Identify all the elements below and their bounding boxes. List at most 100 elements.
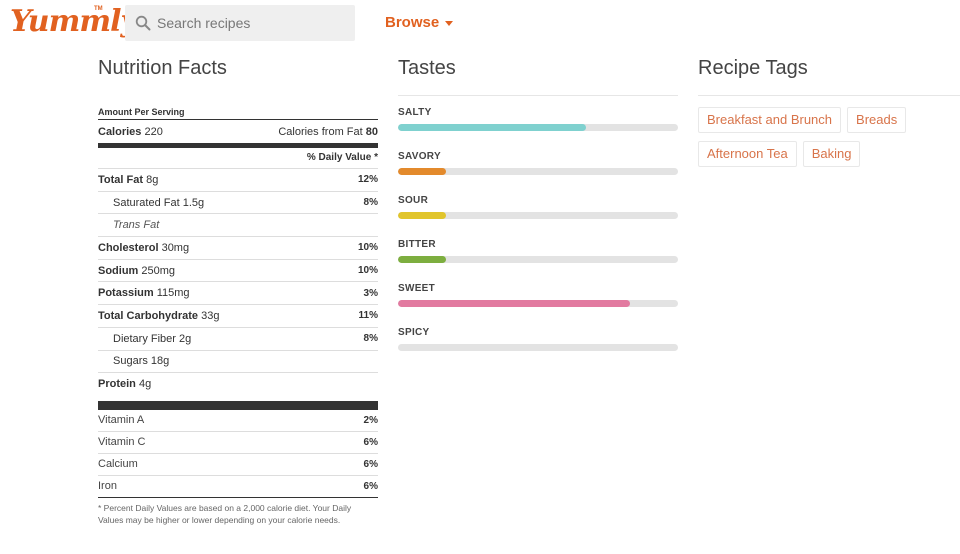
tastes-panel: SALTY SAVORY SOUR BITTER SWEET SPICY <box>398 106 678 370</box>
vitamin-daily-value: 6% <box>363 480 378 492</box>
nutrient-amount: 115mg <box>153 287 190 300</box>
nutrient-label: Potassium 115mg <box>98 287 190 299</box>
taste-meter-track <box>398 168 678 175</box>
nutrient-rows: Total Fat 8g 12% Saturated Fat 1.5g 8% Trans… <box>98 168 378 395</box>
tastes-divider <box>398 95 678 96</box>
nutrient-name: Dietary Fiber <box>113 332 176 345</box>
taste-label: SOUR <box>398 195 429 206</box>
taste-meter-fill <box>398 168 446 175</box>
logo-trademark: TM <box>94 6 103 12</box>
nutrient-amount: 30mg <box>158 241 190 254</box>
taste-bitter: BITTER <box>398 238 678 282</box>
vitamin-label: Calcium <box>98 458 138 471</box>
calories: Calories 220 <box>98 126 163 138</box>
taste-meter-fill <box>398 124 586 131</box>
taste-meter-track <box>398 344 678 351</box>
yummly-logo[interactable]: Yummly TM <box>10 4 138 40</box>
calories-label: Calories <box>98 125 142 138</box>
caret-down-icon <box>445 20 454 26</box>
nutrient-row: Total Fat 8g 12% <box>98 168 378 191</box>
nutrient-label: Protein 4g <box>98 378 151 390</box>
taste-spicy: SPICY <box>398 326 678 370</box>
recipe-tag[interactable]: Breakfast and Brunch <box>698 107 842 133</box>
nutrient-amount: 33g <box>198 309 220 322</box>
taste-meter-track <box>398 300 678 307</box>
nutrition-facts-title: Nutrition Facts <box>98 57 227 79</box>
nutrient-daily-value: 10% <box>357 265 378 277</box>
divider <box>98 119 378 120</box>
nutrient-amount: 250mg <box>138 264 176 277</box>
nutrient-row: Potassium 115mg 3% <box>98 281 378 304</box>
nutrient-name: Sugars <box>113 355 148 368</box>
nutrient-name: Total Fat <box>98 173 144 186</box>
calories-from-fat-label: Calories from Fat <box>278 125 363 138</box>
taste-label: SAVORY <box>398 151 441 162</box>
search-icon <box>135 15 151 31</box>
recipe-tag[interactable]: Baking <box>802 141 861 167</box>
taste-sour: SOUR <box>398 194 678 238</box>
taste-meter-track <box>398 256 678 263</box>
nutrient-daily-value: 3% <box>363 287 378 299</box>
vitamin-row: Calcium 6% <box>98 454 378 476</box>
nutrient-amount: 8g <box>143 173 159 186</box>
nutrient-name: Saturated Fat <box>113 196 180 209</box>
nutrient-daily-value: 8% <box>363 333 378 345</box>
vitamin-daily-value: 6% <box>363 458 378 470</box>
nutrient-row: Saturated Fat 1.5g 8% <box>98 190 378 214</box>
recipe-tags-title: Recipe Tags <box>698 57 808 79</box>
nutrition-facts-panel: Amount Per Serving Calories 220 Calories… <box>98 106 378 526</box>
daily-value-header: % Daily Value * <box>306 152 378 163</box>
search-input[interactable] <box>157 15 347 31</box>
taste-meter-track <box>398 212 678 219</box>
vitamin-label: Iron <box>98 480 117 493</box>
nutrient-amount: 18g <box>147 355 170 368</box>
nutrient-label: Dietary Fiber 2g <box>98 333 191 345</box>
nutrient-label: Trans Fat <box>98 219 159 231</box>
search-box[interactable] <box>125 5 355 41</box>
taste-meter-fill <box>398 212 446 219</box>
calories-row: Calories 220 Calories from Fat 80 <box>98 120 378 143</box>
recipe-tag[interactable]: Afternoon Tea <box>698 141 797 167</box>
recipe-tag[interactable]: Breads <box>847 107 907 133</box>
nutrient-name: Cholesterol <box>98 241 159 254</box>
nutrient-label: Total Carbohydrate 33g <box>98 310 219 322</box>
nutrient-name: Potassium <box>98 287 154 300</box>
calories-from-fat-value: 80 <box>365 125 378 138</box>
vitamin-label: Vitamin C <box>98 436 146 449</box>
taste-meter-fill <box>398 300 631 307</box>
tastes-title: Tastes <box>398 57 456 79</box>
daily-value-footnote: * Percent Daily Values are based on a 2,… <box>98 502 352 525</box>
logo-text: Yummly <box>10 4 138 39</box>
vitamin-rows: Vitamin A 2% Vitamin C 6% Calcium 6% Iron 6% <box>98 410 378 498</box>
nutrient-row: Protein 4g <box>98 372 378 395</box>
vitamin-row: Vitamin C 6% <box>98 432 378 454</box>
nutrient-row: Cholesterol 30mg 10% <box>98 236 378 259</box>
taste-savory: SAVORY <box>398 150 678 194</box>
nutrient-daily-value: 8% <box>363 197 378 209</box>
nutrient-daily-value: 11% <box>358 310 378 322</box>
thick-divider <box>98 143 378 148</box>
nutrient-label: Saturated Fat 1.5g <box>98 197 204 209</box>
nutrient-amount: 1.5g <box>179 196 205 209</box>
nutrient-row: Total Carbohydrate 33g 11% <box>98 304 378 327</box>
taste-label: SALTY <box>398 107 432 118</box>
taste-salty: SALTY <box>398 106 678 150</box>
nutrient-label: Cholesterol 30mg <box>98 242 189 254</box>
vitamin-row: Vitamin A 2% <box>98 410 378 432</box>
nutrient-label: Sodium 250mg <box>98 265 175 277</box>
taste-label: SWEET <box>398 283 436 294</box>
browse-label: Browse <box>385 14 440 31</box>
vitamin-label: Vitamin A <box>98 414 145 427</box>
taste-label: SPICY <box>398 327 430 338</box>
vitamins-divider <box>98 400 378 410</box>
nutrient-label: Total Fat 8g <box>98 174 158 186</box>
calories-from-fat: Calories from Fat 80 <box>278 126 378 138</box>
nutrient-row: Sugars 18g <box>98 349 378 373</box>
amount-per-serving-label: Amount Per Serving <box>98 107 185 117</box>
browse-menu-button[interactable]: Browse <box>385 14 454 31</box>
nutrient-daily-value: 10% <box>357 242 378 254</box>
nutrient-name: Protein <box>98 378 136 391</box>
nutrient-name: Sodium <box>98 264 139 277</box>
calories-value: 220 <box>144 125 163 138</box>
vitamin-daily-value: 2% <box>363 414 378 426</box>
